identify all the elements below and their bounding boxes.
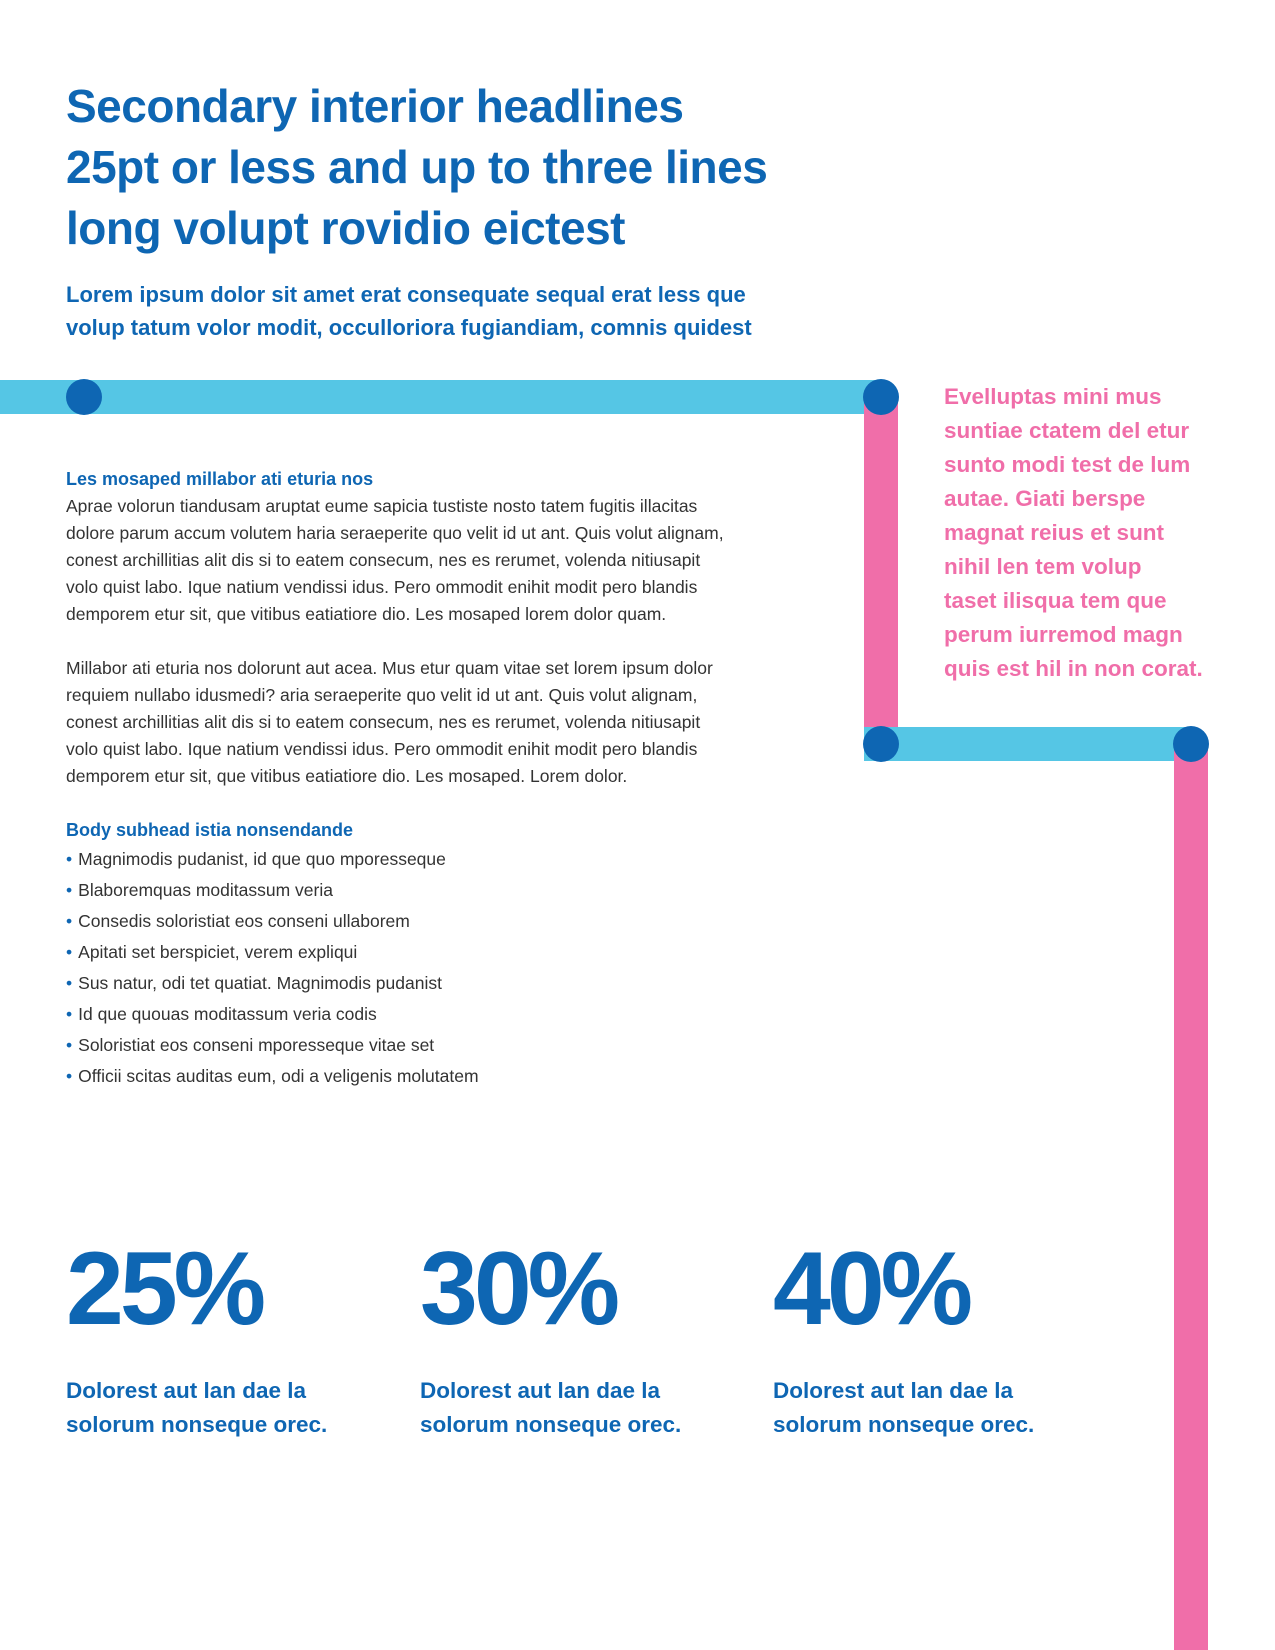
stat-block-1: 25% Dolorest aut lan dae la solorum nons… [66,1234,386,1442]
page-headline: Secondary interior headlines 25pt or les… [66,76,866,259]
pullquote-line: autae. Giati berspe [944,486,1146,511]
list-item: • Consedis soloristiat eos conseni ullabo… [66,911,410,931]
section-subhead: Les mosaped millabor ati eturia nos [66,469,374,489]
paragraph-line: demporem etur sit, que vitibus eatiatior… [66,604,667,624]
pink-bar-vertical-2 [1174,744,1208,1650]
paragraph-line: demporem etur sit, que vitibus eatiatior… [66,766,628,786]
stat-value: 40% [773,1231,973,1347]
pink-bar-vertical-1 [864,397,898,745]
section-subhead: Body subhead istia nonsendande [66,820,354,840]
pull-quote: Evelluptas mini mus suntiae ctatem del e… [944,380,1264,686]
list-item: • Apitati set berspiciet, verem expliqui [66,942,358,962]
bullet-glyph: • [66,911,73,931]
stat-caption-line: solorum nonseque orec. [420,1412,682,1437]
paragraph-line: volo quist labo. Ique natium vendissi id… [66,739,698,759]
pullquote-line: Evelluptas mini mus [944,384,1162,409]
pullquote-line: suntiae ctatem del etur [944,418,1190,443]
headline-line: long volupt rovidio eictest [66,202,625,254]
pullquote-line: taset ilisqua tem que [944,588,1167,613]
pullquote-line: magnat reius et sunt [944,520,1165,545]
list-item: • Officii scitas auditas eum, odi a velig… [66,1066,479,1086]
deck-line: Lorem ipsum dolor sit amet erat consequa… [66,282,746,307]
list-item: • Sus natur, odi tet quatiat. Magnimodis … [66,973,442,993]
paragraph-line: conest archillitias alit dis si to eatem… [66,550,701,570]
pullquote-line: perum iurremod magn [944,622,1183,647]
paragraph-line: Aprae volorun tiandusam aruptat eume sap… [66,496,698,516]
paragraph-line: requiem nullabo idusmedi? aria seraeperi… [66,685,698,705]
bullet-glyph: • [66,849,73,869]
stat-value: 30% [420,1231,620,1347]
connector-dot-top-corner [863,379,899,415]
deck-intro: Lorem ipsum dolor sit amet erat consequa… [66,278,866,344]
stat-caption-line: solorum nonseque orec. [773,1412,1035,1437]
stat-caption-line: Dolorest aut lan dae la [66,1378,307,1403]
deck-line: volup tatum volor modit, occulloriora fu… [66,315,752,340]
list-item: • Magnimodis pudanist, id que quo mporess… [66,849,446,869]
bullet-glyph: • [66,942,73,962]
body-column: Les mosaped millabor ati eturia nos Apra… [66,466,826,1092]
cyan-bar-middle [864,727,1192,761]
bullet-list: • Magnimodis pudanist, id que quo mporess… [66,844,826,1092]
stat-block-2: 30% Dolorest aut lan dae la solorum nons… [420,1234,740,1442]
connector-dot-right-corner [1173,726,1209,762]
connector-dot-middle-corner [863,726,899,762]
list-item: • Soloristiat eos conseni mporesseque vit… [66,1035,435,1055]
list-item: • Id que quouas moditassum veria codis [66,1004,377,1024]
paragraph-line: conest archillitias alit dis si to eatem… [66,712,701,732]
paragraph-line: dolore parum accum volutem haria seraepe… [66,523,724,543]
stat-caption-line: Dolorest aut lan dae la [773,1378,1014,1403]
stat-value: 25% [66,1231,266,1347]
stat-caption-line: solorum nonseque orec. [66,1412,328,1437]
bullet-glyph: • [66,1035,73,1055]
bullet-glyph: • [66,1004,73,1024]
headline-line: Secondary interior headlines [66,80,684,132]
list-item: • Blaboremquas moditassum veria [66,880,333,900]
bullet-glyph: • [66,880,73,900]
pullquote-line: quis est hil in non corat. [944,656,1203,681]
stat-caption-line: Dolorest aut lan dae la [420,1378,661,1403]
body-paragraph: Aprae volorun tiandusam aruptat eume sap… [66,493,826,628]
paragraph-line: Millabor ati eturia nos dolorunt aut ace… [66,658,713,678]
paragraph-line: volo quist labo. Ique natium vendissi id… [66,577,698,597]
pullquote-line: sunto modi test de lum [944,452,1191,477]
stat-block-3: 40% Dolorest aut lan dae la solorum nons… [773,1234,1093,1442]
bullet-glyph: • [66,973,73,993]
connector-dot-left [66,379,102,415]
bullet-glyph: • [66,1066,73,1086]
body-paragraph: Millabor ati eturia nos dolorunt aut ace… [66,655,826,790]
pullquote-line: nihil len tem volup [944,554,1142,579]
cyan-bar-top [0,380,880,414]
headline-line: 25pt or less and up to three lines [66,141,768,193]
